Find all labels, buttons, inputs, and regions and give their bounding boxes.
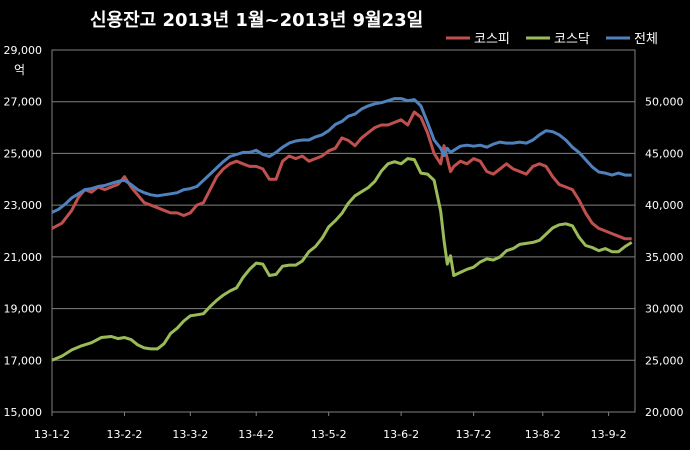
right-axis-tick-label: 35,000 <box>645 251 684 264</box>
left-axis-tick-label: 29,000 <box>4 44 43 57</box>
right-axis-tick-label: 25,000 <box>645 354 684 367</box>
left-axis: 15,000 17,000 19,000 21,000 23,000 25,000 27,0… <box>4 44 43 419</box>
right-axis-tick-label: 30,000 <box>645 303 684 316</box>
left-axis-tick-label: 21,000 <box>4 251 43 264</box>
x-axis-tick-label: 13-3-2 <box>172 428 208 441</box>
legend-label-3: 전체 <box>634 32 658 47</box>
x-axis-tick-label: 13-4-2 <box>238 428 274 441</box>
right-axis-tick-label: 40,000 <box>645 199 684 212</box>
right-axis-tick-label: 20,000 <box>645 406 684 419</box>
right-axis-tick-label: 45,000 <box>645 147 684 160</box>
series-lines <box>51 97 633 362</box>
left-axis-tick-label: 19,000 <box>4 303 43 316</box>
x-axis: 13-1-2 13-2-2 13-3-2 13-4-2 13-5-2 13-6-2 13-7… <box>34 412 627 441</box>
series-line-2 <box>51 157 633 362</box>
left-axis-unit: 억 <box>14 63 25 77</box>
right-axis: 20,000 25,000 30,000 35,000 40,000 45,000 50,0… <box>645 96 684 419</box>
right-axis-tick-label: 50,000 <box>645 96 684 109</box>
plot-area <box>51 49 636 413</box>
legend: 코스피 코스닥 전체 <box>446 32 658 47</box>
legend-label-2: 코스닥 <box>554 32 590 47</box>
x-axis-tick-label: 13-7-2 <box>456 428 492 441</box>
x-axis-tick-label: 13-6-2 <box>383 428 419 441</box>
x-axis-tick-label: 13-2-2 <box>106 428 142 441</box>
left-axis-tick-label: 17,000 <box>4 354 43 367</box>
x-axis-tick-label: 13-5-2 <box>311 428 347 441</box>
legend-label-1: 코스피 <box>474 32 510 47</box>
series-line-3 <box>51 97 632 214</box>
left-axis-tick-label: 25,000 <box>4 147 43 160</box>
series-line-1 <box>51 110 632 241</box>
x-axis-tick-label: 13-1-2 <box>34 428 70 441</box>
grid-lines <box>52 49 635 413</box>
x-axis-tick-label: 13-8-2 <box>525 428 561 441</box>
left-axis-tick-label: 27,000 <box>4 96 43 109</box>
chart-title: 신용잔고 2013년 1월~2013년 9월23일 <box>90 10 423 31</box>
x-axis-tick-label: 13-9-2 <box>591 428 627 441</box>
left-axis-tick-label: 15,000 <box>4 406 43 419</box>
left-axis-tick-label: 23,000 <box>4 199 43 212</box>
